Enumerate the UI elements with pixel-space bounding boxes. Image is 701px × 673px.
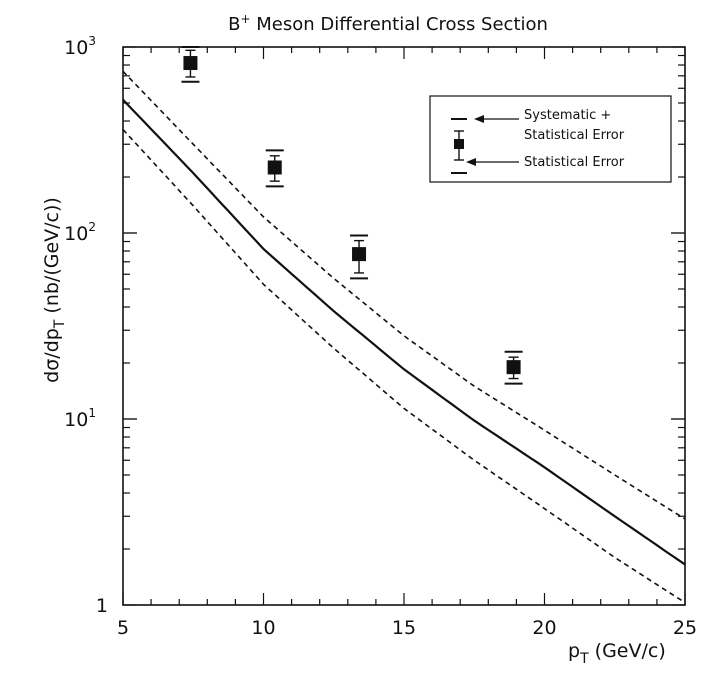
legend-box xyxy=(429,95,672,183)
y-tick-label: 103 xyxy=(64,34,96,59)
data-points xyxy=(181,46,523,385)
point-marker xyxy=(183,56,198,71)
central-curve xyxy=(122,99,686,566)
axis-ticks: 5 10 15 20 25 103 102 101 1 xyxy=(64,34,697,639)
x-tick-label: 20 xyxy=(532,617,556,639)
x-tick-label: 10 xyxy=(251,617,275,639)
legend-sys-arrowhead xyxy=(474,115,484,123)
y-tick-label: 102 xyxy=(64,220,96,245)
data-point xyxy=(350,234,369,280)
legend-systematic-line2: Statistical Error xyxy=(524,128,625,143)
point-marker xyxy=(506,360,521,375)
data-point xyxy=(181,46,200,83)
legend-stat-arrowhead xyxy=(466,158,476,166)
data-point xyxy=(265,149,284,188)
y-tick-label: 101 xyxy=(64,406,96,431)
chart-title: B+ Meson Differential Cross Section xyxy=(228,12,548,35)
x-tick-label: 15 xyxy=(392,617,416,639)
data-point xyxy=(504,350,523,385)
y-axis-label: dσ/dpT (nb/(GeV/c)) xyxy=(41,197,68,383)
point-marker xyxy=(267,160,282,175)
uncertainty-curve xyxy=(122,128,686,604)
x-tick-label: 25 xyxy=(673,617,697,639)
x-axis-label: pT (GeV/c) xyxy=(568,640,666,667)
point-marker xyxy=(352,247,367,262)
legend-marker xyxy=(454,139,464,149)
legend-systematic-line1: Systematic + xyxy=(524,108,611,123)
x-tick-label: 5 xyxy=(117,617,129,639)
y-tick-label: 1 xyxy=(96,595,108,617)
theory-curves xyxy=(122,70,686,604)
legend-statistical: Statistical Error xyxy=(524,155,625,170)
legend: Systematic + Statistical Error Statistic… xyxy=(429,95,672,183)
